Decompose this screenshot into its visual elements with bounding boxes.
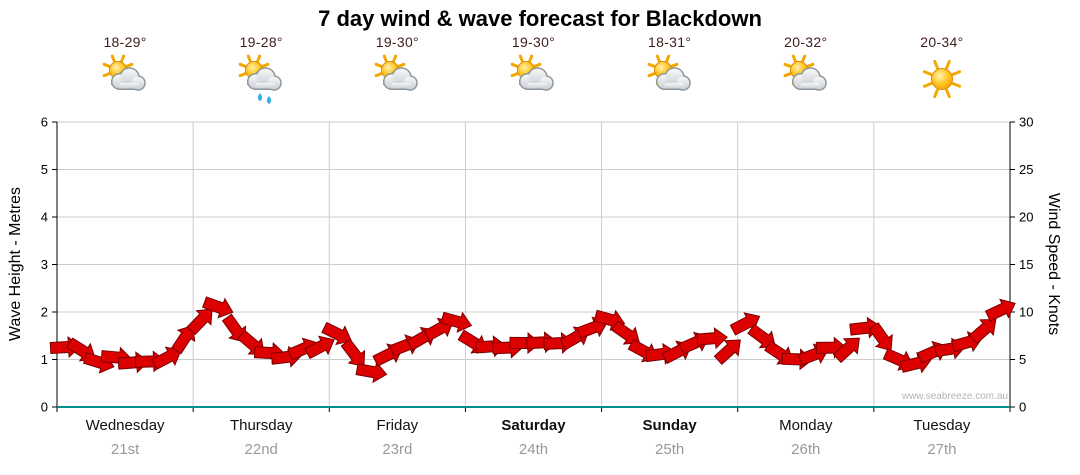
right-tick-label: 0: [1019, 400, 1026, 415]
right-tick-label: 10: [1019, 305, 1033, 320]
wind-arrow: [355, 361, 388, 384]
day-name-label: Monday: [779, 417, 833, 434]
wind-arrow: [968, 319, 997, 345]
wind-arrow: [186, 308, 213, 336]
left-tick-label: 0: [41, 400, 48, 415]
sun-cloud-icon: [369, 54, 425, 106]
page-title: 7 day wind & wave forecast for Blackdown: [318, 6, 762, 31]
day-forecast-header: 19-30°: [329, 34, 465, 106]
day-date-label: 21st: [110, 441, 140, 458]
wind-arrow: [984, 298, 1016, 322]
day-temp-range: 18-29°: [103, 34, 147, 50]
wind-arrow: [304, 335, 335, 360]
day-forecast-header: 20-34°: [874, 34, 1010, 106]
left-tick-label: 5: [41, 162, 48, 177]
wind-arrow: [151, 346, 182, 370]
left-tick-label: 2: [41, 305, 48, 320]
sun-cloud-rain-icon: [233, 54, 289, 106]
wind-arrow: [440, 311, 473, 333]
day-name-label: Friday: [376, 417, 419, 434]
sunny-icon: [914, 54, 970, 106]
day-temp-range: 20-34°: [920, 34, 964, 50]
day-forecast-header: 19-28°: [193, 34, 329, 106]
right-tick-label: 20: [1019, 210, 1033, 225]
day-name-label: Saturday: [501, 417, 566, 434]
sun-cloud-icon: [505, 54, 561, 106]
day-name-label: Sunday: [642, 417, 697, 434]
left-tick-label: 3: [41, 257, 48, 272]
sun-cloud-icon: [778, 54, 834, 106]
wind-arrow: [221, 313, 247, 343]
day-temp-range: 19-28°: [239, 34, 283, 50]
day-name-label: Wednesday: [85, 417, 165, 434]
day-forecast-header: 18-31°: [602, 34, 738, 106]
day-forecast-header: 18-29°: [57, 34, 193, 106]
wind-arrow: [713, 339, 741, 366]
day-name-label: Thursday: [229, 417, 293, 434]
day-temp-range: 20-32°: [784, 34, 828, 50]
left-tick-label: 1: [41, 352, 48, 367]
sun-cloud-icon: [642, 54, 698, 106]
right-tick-label: 5: [1019, 352, 1026, 367]
day-temp-range: 18-31°: [648, 34, 692, 50]
day-date-label: 26th: [791, 441, 821, 458]
wind-arrow: [868, 322, 893, 352]
wind-arrow: [832, 337, 860, 364]
wind-arrow: [696, 327, 728, 350]
day-temp-range: 19-30°: [375, 34, 419, 50]
right-tick-label: 30: [1019, 115, 1033, 130]
day-date-label: 23rd: [382, 441, 413, 458]
wind-arrow: [729, 312, 761, 336]
sun-cloud-icon: [97, 54, 153, 106]
watermark: www.seabreeze.com.au: [901, 391, 1008, 402]
day-temp-range: 19-30°: [511, 34, 556, 50]
left-tick-label: 6: [41, 115, 48, 130]
day-forecast-header: 20-32°: [738, 34, 874, 106]
wind-arrow: [321, 321, 352, 346]
day-date-label: 22nd: [244, 441, 278, 458]
day-forecast-header: 19-30°: [465, 34, 601, 106]
right-tick-label: 25: [1019, 162, 1033, 177]
day-name-label: Tuesday: [913, 417, 971, 434]
wind-arrow: [340, 338, 366, 368]
wind-arrow: [202, 296, 234, 319]
right-tick-label: 15: [1019, 257, 1033, 272]
day-date-label: 24th: [518, 441, 549, 458]
day-date-label: 27th: [927, 441, 957, 458]
day-date-label: 25th: [655, 441, 685, 458]
left-tick-label: 4: [41, 210, 48, 225]
